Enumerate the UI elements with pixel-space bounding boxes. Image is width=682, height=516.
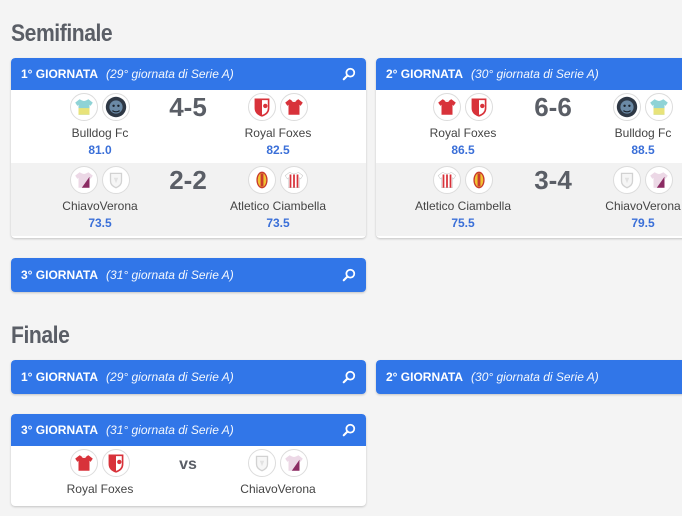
serie-a-round-label: (30° giornata di Serie A) bbox=[471, 67, 599, 81]
shield-icon bbox=[248, 449, 276, 477]
team-name: Royal Foxes bbox=[66, 482, 134, 496]
jersey-icon bbox=[70, 93, 98, 121]
round-header[interactable]: 2° GIORNATA (30° giornata di Serie A) bbox=[376, 360, 682, 394]
team-points: 81.0 bbox=[88, 143, 112, 157]
round-header[interactable]: 1° GIORNATA (29° giornata di Serie A) bbox=[11, 58, 366, 90]
round-label: 1° GIORNATA bbox=[21, 67, 99, 81]
away-team[interactable]: Atletico Ciambella 73.5 bbox=[208, 166, 348, 230]
serie-a-round-label: (31° giornata di Serie A) bbox=[106, 268, 234, 282]
jersey-icon bbox=[645, 166, 673, 194]
section-title-finale: Finale bbox=[11, 322, 70, 349]
team-name: Royal Foxes bbox=[244, 126, 312, 140]
team-points: 73.5 bbox=[266, 216, 290, 230]
round-header[interactable]: 3° GIORNATA (31° giornata di Serie A) bbox=[11, 258, 366, 292]
match-row[interactable]: Atletico Ciambella 75.5 3-4 ChiavoVerona… bbox=[376, 163, 682, 236]
round-card-finale-1: 1° GIORNATA (29° giornata di Serie A) bbox=[11, 360, 366, 394]
home-team[interactable]: Bulldog Fc 81.0 bbox=[30, 93, 170, 157]
versus-label: vs bbox=[179, 456, 197, 473]
round-header[interactable]: 1° GIORNATA (29° giornata di Serie A) bbox=[11, 360, 366, 394]
match-score: 4-5 bbox=[169, 92, 207, 122]
match-row[interactable]: Bulldog Fc 81.0 4-5 Royal Foxes 82.5 bbox=[11, 90, 366, 163]
team-name: Atletico Ciambella bbox=[414, 199, 512, 213]
shield-icon bbox=[102, 166, 130, 194]
team-points: 79.5 bbox=[631, 216, 655, 230]
bulldog-logo-icon bbox=[102, 93, 130, 121]
serie-a-round-label: (29° giornata di Serie A) bbox=[106, 370, 234, 384]
team-name: Atletico Ciambella bbox=[229, 199, 327, 213]
away-team[interactable]: ChiavoVerona 79.5 bbox=[573, 166, 682, 230]
search-icon[interactable] bbox=[342, 268, 356, 282]
home-team[interactable]: Royal Foxes bbox=[30, 449, 170, 496]
round-label: 3° GIORNATA bbox=[21, 423, 99, 437]
jersey-icon bbox=[70, 449, 98, 477]
match-row[interactable]: ChiavoVerona 73.5 2-2 Atletico Ciambella… bbox=[11, 163, 366, 236]
team-name: Royal Foxes bbox=[429, 126, 497, 140]
match-score: 3-4 bbox=[534, 165, 572, 195]
match-score: 6-6 bbox=[534, 92, 572, 122]
section-title-semifinale: Semifinale bbox=[11, 20, 113, 47]
jersey-icon bbox=[433, 93, 461, 121]
team-points: 88.5 bbox=[631, 143, 655, 157]
home-team[interactable]: ChiavoVerona 73.5 bbox=[30, 166, 170, 230]
round-header[interactable]: 3° GIORNATA (31° giornata di Serie A) bbox=[11, 414, 366, 446]
team-name: Bulldog Fc bbox=[614, 126, 672, 140]
match-row[interactable]: Royal Foxes 86.5 6-6 Bulldog Fc 88.5 bbox=[376, 90, 682, 163]
badge-icon bbox=[248, 166, 276, 194]
serie-a-round-label: (29° giornata di Serie A) bbox=[106, 67, 234, 81]
round-card-semifinale-1: 1° GIORNATA (29° giornata di Serie A) Bu… bbox=[11, 58, 366, 238]
round-label: 1° GIORNATA bbox=[21, 370, 99, 384]
jersey-icon bbox=[645, 93, 673, 121]
bulldog-logo-icon bbox=[613, 93, 641, 121]
team-name: ChiavoVerona bbox=[62, 199, 138, 213]
shield-icon bbox=[102, 449, 130, 477]
search-icon[interactable] bbox=[342, 423, 356, 437]
round-header[interactable]: 2° GIORNATA (30° giornata di Serie A) bbox=[376, 58, 682, 90]
jersey-icon bbox=[433, 166, 461, 194]
round-label: 2° GIORNATA bbox=[386, 370, 464, 384]
away-team[interactable]: Royal Foxes 82.5 bbox=[208, 93, 348, 157]
shield-icon bbox=[465, 93, 493, 121]
round-card-finale-3: 3° GIORNATA (31° giornata di Serie A) Ro… bbox=[11, 414, 366, 506]
serie-a-round-label: (31° giornata di Serie A) bbox=[106, 423, 234, 437]
serie-a-round-label: (30° giornata di Serie A) bbox=[471, 370, 599, 384]
search-icon[interactable] bbox=[342, 370, 356, 384]
jersey-icon bbox=[280, 449, 308, 477]
jersey-icon bbox=[280, 166, 308, 194]
match-score: 2-2 bbox=[169, 165, 207, 195]
away-team[interactable]: Bulldog Fc 88.5 bbox=[573, 93, 682, 157]
round-card-semifinale-2: 2° GIORNATA (30° giornata di Serie A) Ro… bbox=[376, 58, 682, 238]
team-name: Bulldog Fc bbox=[71, 126, 129, 140]
match-row[interactable]: Royal Foxes vs ChiavoVerona bbox=[11, 446, 366, 506]
shield-icon bbox=[613, 166, 641, 194]
team-points: 86.5 bbox=[451, 143, 475, 157]
team-points: 73.5 bbox=[88, 216, 112, 230]
team-points: 75.5 bbox=[451, 216, 475, 230]
search-icon[interactable] bbox=[342, 67, 356, 81]
home-team[interactable]: Royal Foxes 86.5 bbox=[393, 93, 533, 157]
badge-icon bbox=[465, 166, 493, 194]
jersey-icon bbox=[280, 93, 308, 121]
away-team[interactable]: ChiavoVerona bbox=[208, 449, 348, 496]
team-name: ChiavoVerona bbox=[240, 482, 316, 496]
round-card-finale-2: 2° GIORNATA (30° giornata di Serie A) bbox=[376, 360, 682, 394]
team-points: 82.5 bbox=[266, 143, 290, 157]
round-label: 3° GIORNATA bbox=[21, 268, 99, 282]
round-label: 2° GIORNATA bbox=[386, 67, 464, 81]
round-card-semifinale-3: 3° GIORNATA (31° giornata di Serie A) bbox=[11, 258, 366, 292]
jersey-icon bbox=[70, 166, 98, 194]
shield-icon bbox=[248, 93, 276, 121]
home-team[interactable]: Atletico Ciambella 75.5 bbox=[393, 166, 533, 230]
team-name: ChiavoVerona bbox=[605, 199, 681, 213]
